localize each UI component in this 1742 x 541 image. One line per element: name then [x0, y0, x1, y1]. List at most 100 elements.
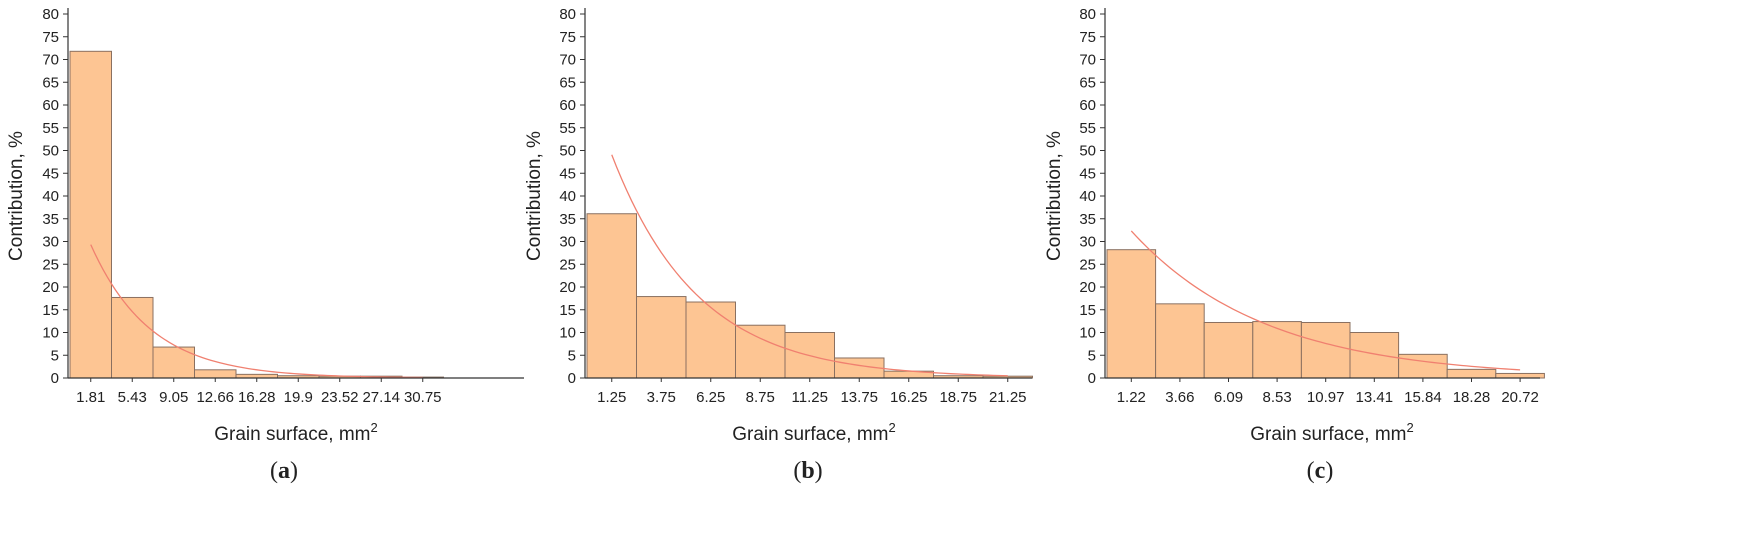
x-tick-label: 21.25	[989, 389, 1027, 406]
y-tick-label: 5	[51, 347, 59, 364]
x-tick-label: 18.75	[939, 389, 977, 406]
fit-curve	[611, 154, 1008, 377]
x-tick-label: 1.22	[1117, 389, 1146, 406]
panel-label: (c)	[1307, 458, 1334, 484]
fit-curve	[90, 244, 423, 379]
x-tick-label: 6.09	[1214, 389, 1243, 406]
y-tick-label: 60	[1079, 97, 1096, 114]
y-tick-label: 65	[42, 74, 59, 91]
y-tick-label: 25	[42, 256, 59, 273]
y-tick-label: 65	[1079, 74, 1096, 91]
x-tick-label: 8.75	[746, 389, 775, 406]
y-tick-label: 50	[559, 143, 576, 160]
x-tick-label: 16.28	[238, 389, 276, 406]
y-tick-label: 70	[42, 52, 59, 69]
y-tick-label: 25	[559, 256, 576, 273]
x-tick-label: 10.97	[1307, 389, 1345, 406]
x-tick-label: 13.41	[1356, 389, 1394, 406]
y-tick-label: 20	[559, 279, 576, 296]
x-tick-label: 16.25	[890, 389, 928, 406]
y-tick-label: 75	[559, 29, 576, 46]
y-tick-label: 30	[42, 234, 59, 251]
x-tick-label: 5.43	[118, 389, 147, 406]
y-tick-label: 10	[559, 325, 576, 342]
y-tick-label: 75	[42, 29, 59, 46]
x-axis-title: Grain surface, mm2	[732, 420, 896, 445]
x-tick-label: 6.25	[696, 389, 725, 406]
bar	[1446, 368, 1497, 379]
panel-label: (b)	[793, 458, 822, 484]
y-tick-label: 40	[1079, 188, 1096, 205]
bar	[636, 296, 687, 379]
x-tick-label: 1.25	[597, 389, 626, 406]
x-tick-label: 13.75	[840, 389, 878, 406]
y-tick-label: 30	[1079, 234, 1096, 251]
chart-panel-b: 0 5 10 15 20 25 30 35 40 45 50 55 60 65 70 75 80 1.25 3.75…	[524, 6, 1033, 484]
x-tick-label: 3.66	[1165, 389, 1194, 406]
y-tick-label: 75	[1079, 29, 1096, 46]
x-tick-label: 9.05	[159, 389, 188, 406]
y-tick-label: 55	[559, 120, 576, 137]
bar	[111, 296, 154, 379]
bar	[1300, 321, 1351, 379]
bar	[1495, 372, 1545, 379]
bar	[586, 213, 637, 379]
y-tick-label: 25	[1079, 256, 1096, 273]
y-tick-label: 55	[42, 120, 59, 137]
x-tick-label: 27.14	[362, 389, 400, 406]
x-tick-label: 18.28	[1453, 389, 1491, 406]
y-tick-label: 10	[42, 325, 59, 342]
y-tick-label: 45	[42, 165, 59, 182]
x-tick-label: 12.66	[196, 389, 234, 406]
y-tick-label: 70	[1079, 52, 1096, 69]
bar	[1349, 332, 1400, 379]
y-tick-label: 40	[559, 188, 576, 205]
x-tick-label: 19.9	[284, 389, 313, 406]
fit-curve	[1130, 230, 1521, 371]
y-tick-label: 0	[568, 370, 576, 387]
y-axis-title: Contribution, %	[6, 131, 27, 261]
y-tick-label: 5	[1088, 347, 1096, 364]
chart-panel-c: 0 5 10 15 20 25 30 35 40 45 50 55 60 65 70 75 80 1.22 3.66…	[1044, 6, 1545, 484]
y-tick-label: 20	[1079, 279, 1096, 296]
y-tick-label: 15	[1079, 302, 1096, 319]
y-tick-label: 80	[1079, 6, 1096, 23]
y-tick-label: 20	[42, 279, 59, 296]
x-tick-label: 20.72	[1501, 389, 1539, 406]
x-tick-label: 8.53	[1262, 389, 1291, 406]
y-tick-label: 80	[559, 6, 576, 23]
x-tick-label: 1.81	[76, 389, 105, 406]
y-tick-label: 60	[559, 97, 576, 114]
bar	[1252, 321, 1302, 379]
bar	[685, 301, 736, 379]
x-tick-label: 15.84	[1404, 389, 1442, 406]
x-tick-label: 11.25	[792, 389, 828, 406]
y-tick-label: 45	[1079, 165, 1096, 182]
bar	[1106, 249, 1157, 379]
bar	[194, 369, 237, 379]
y-tick-label: 80	[42, 6, 59, 23]
bar	[1398, 353, 1448, 379]
y-tick-label: 15	[559, 302, 576, 319]
x-tick-label: 23.52	[321, 389, 359, 406]
bar	[69, 50, 112, 379]
y-tick-label: 0	[51, 370, 59, 387]
y-tick-label: 35	[42, 211, 59, 228]
y-tick-label: 70	[559, 52, 576, 69]
y-tick-label: 55	[1079, 120, 1096, 137]
y-tick-label: 30	[559, 234, 576, 251]
y-tick-label: 60	[42, 97, 59, 114]
y-axis-title: Contribution, %	[1044, 131, 1065, 261]
x-axis-title: Grain surface, mm2	[214, 420, 378, 445]
y-tick-label: 35	[559, 211, 576, 228]
bar	[1155, 303, 1205, 379]
panel-label: (a)	[270, 458, 298, 484]
y-tick-label: 65	[559, 74, 576, 91]
y-tick-label: 15	[42, 302, 59, 319]
y-tick-label: 5	[568, 347, 576, 364]
y-tick-label: 50	[1079, 143, 1096, 160]
y-tick-label: 10	[1079, 325, 1096, 342]
y-tick-label: 40	[42, 188, 59, 205]
y-tick-label: 0	[1088, 370, 1096, 387]
